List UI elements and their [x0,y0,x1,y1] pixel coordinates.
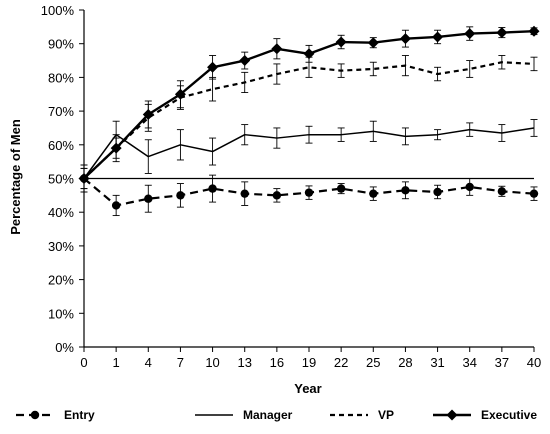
x-tick-label: 25 [366,355,380,370]
legend-label-manager: Manager [243,408,293,422]
legend-item-manager: Manager [195,408,293,422]
x-tick-label: 28 [398,355,412,370]
entry-point [176,191,185,200]
x-tick-label: 0 [80,355,87,370]
legend-item-entry: Entry [16,408,95,422]
y-axis-title: Percentage of Men [8,119,23,235]
legend-label-executive: Executive [481,408,537,422]
series-executive [78,25,540,190]
y-axis-ticks: 0% 10% 20% 30% 40% 50% 60% 70% 80% 90% 100% [41,3,84,355]
executive-point [528,25,540,37]
entry-point [144,194,153,203]
entry-point [465,182,474,192]
executive-point [432,31,444,43]
x-tick-label: 31 [430,355,444,370]
x-axis-title: Year [294,381,321,396]
executive-point [174,88,186,100]
x-tick-label: 7 [177,355,184,370]
executive-point [207,61,219,73]
legend: Entry Manager VP Executive [16,408,537,422]
y-tick-label: 80% [48,70,74,85]
entry-point [369,189,378,198]
x-tick-label: 4 [145,355,152,370]
executive-point [464,28,476,40]
y-tick-label: 20% [48,273,74,288]
entry-point [529,189,539,198]
entry-point [272,191,282,200]
legend-item-executive: Executive [433,408,537,422]
series-entry [79,164,539,217]
entry-point [240,189,249,198]
x-tick-label: 37 [495,355,509,370]
executive-point [496,27,508,39]
y-tick-label: 70% [48,104,74,119]
executive-point [303,48,315,60]
x-tick-label: 10 [205,355,219,370]
vp-error-bar [466,60,474,78]
plot-area [78,25,540,217]
executive-point [239,55,251,67]
x-tick-label: 13 [237,355,251,370]
legend-item-vp: VP [330,408,394,422]
entry-point [208,184,217,193]
entry-point [401,186,410,195]
y-tick-label: 100% [41,3,75,18]
x-tick-label: 34 [462,355,476,370]
entry-point [336,184,346,193]
executive-point [271,43,283,55]
y-tick-label: 40% [48,205,74,220]
x-tick-label: 19 [302,355,316,370]
executive-point [367,37,379,49]
x-tick-label: 22 [334,355,348,370]
entry-point [433,187,442,197]
executive-point [399,33,411,45]
x-tick-label: 16 [270,355,284,370]
entry-point [304,188,314,197]
series-manager [80,119,538,193]
y-tick-label: 0% [55,340,74,355]
x-axis-ticks: 0 1 4 7 10 13 16 19 22 25 28 31 34 37 40 [80,347,541,370]
executive-point [78,173,90,184]
legend-executive-point [446,409,458,421]
entry-point [111,201,121,210]
vp-error-bar [369,61,377,77]
y-tick-label: 10% [48,306,74,321]
y-tick-label: 90% [48,37,74,52]
series-vp [80,55,538,190]
legend-label-entry: Entry [64,408,95,422]
executive-point [335,36,347,48]
y-tick-label: 50% [48,172,74,187]
y-tick-label: 60% [48,138,74,153]
executive-point [142,108,154,120]
legend-entry-point [30,410,40,420]
manager-line [83,127,535,179]
legend-label-vp: VP [378,408,394,422]
vp-error-bar [530,56,538,72]
y-tick-label: 30% [48,239,74,254]
x-tick-label: 1 [113,355,120,370]
vp-line [83,61,535,180]
executive-point [110,142,122,154]
entry-point [497,187,507,196]
x-tick-label: 40 [527,355,541,370]
